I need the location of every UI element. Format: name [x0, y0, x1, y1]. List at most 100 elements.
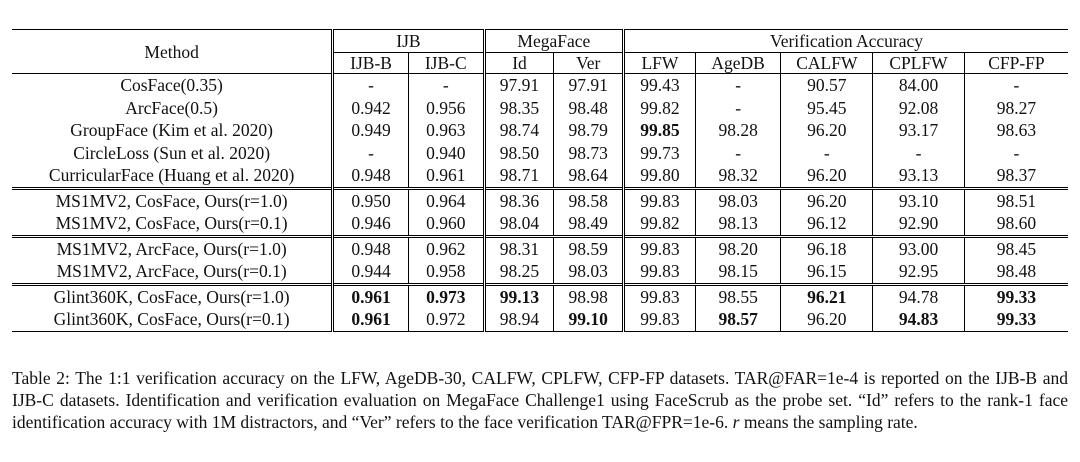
value-cell-cplfw: 84.00	[872, 73, 965, 97]
value-cell-cfp-fp: 98.63	[963, 119, 1068, 142]
header-row-columns: IJB-B IJB-C Id Ver LFW AgeDB CALFW CPLFW…	[12, 52, 1068, 74]
value-cell-cfp-fp: -	[963, 73, 1068, 97]
value-cell-cplfw: 93.00	[872, 234, 965, 260]
value-cell-id: 97.91	[482, 73, 554, 97]
value-cell-ijb-b: 0.948	[331, 234, 409, 260]
value-cell-ver: 98.48	[553, 96, 624, 119]
best-value: 94.83	[898, 309, 939, 330]
caption-label: Table 2:	[12, 368, 70, 388]
value-cell-agedb: 98.28	[694, 119, 781, 142]
value-cell-ijb-b: 0.944	[331, 260, 409, 284]
value-cell-cplfw: 94.78	[872, 282, 965, 308]
value-cell-ver: 99.10	[553, 308, 624, 332]
caption-text-part1: The 1:1 verification accuracy on the LFW…	[12, 368, 1068, 432]
value-cell-lfw: 99.80	[622, 164, 696, 188]
method-cell: GroupFace (Kim et al. 2020)	[70, 120, 273, 141]
value-cell-ijb-b: 0.948	[331, 164, 409, 188]
value-cell-agedb: 98.55	[694, 282, 781, 308]
value-cell-id: 98.50	[482, 141, 554, 164]
value-cell-ijb-c: 0.963	[407, 119, 485, 142]
header-row-groups: Method IJB MegaFace Verification Accurac…	[12, 29, 1068, 74]
value-cell-cfp-fp: 98.60	[963, 212, 1068, 236]
value-cell-lfw: 99.83	[622, 234, 696, 260]
header-col-lfw: LFW	[622, 52, 696, 74]
results-table: Method IJB MegaFace Verification Accurac…	[12, 29, 1068, 332]
value-cell-ver: 98.64	[553, 164, 624, 188]
best-value: 99.10	[568, 309, 608, 330]
value-cell-cplfw: 93.17	[872, 119, 965, 142]
value-cell-cplfw: 94.83	[872, 308, 965, 332]
value-cell-ver: 98.59	[553, 234, 624, 260]
table-section-3: MS1MV2, ArcFace, Ours(r=1.0) 0.948 0.962 98…	[12, 234, 1068, 284]
best-value: 96.21	[807, 286, 847, 307]
best-value: 99.85	[640, 120, 680, 141]
value-cell-ver: 98.49	[553, 212, 624, 236]
value-cell-ijb-c: 0.964	[407, 186, 485, 212]
value-cell-agedb: -	[694, 141, 781, 164]
value-cell-cplfw: 92.95	[872, 260, 965, 284]
header-col-ijb-c: IJB-C	[407, 52, 485, 74]
value-cell-id: 98.74	[482, 119, 554, 142]
table-caption: Table 2: The 1:1 verification accuracy o…	[12, 367, 1068, 433]
value-cell-cplfw: -	[872, 141, 965, 164]
header-group-ijb: IJB	[331, 29, 485, 53]
value-cell-ijb-c: 0.960	[407, 212, 485, 236]
table-section-2: MS1MV2, CosFace, Ours(r=1.0) 0.950 0.964 98…	[12, 186, 1068, 236]
value-cell-calfw: 95.45	[780, 96, 873, 119]
table-row: MS1MV2, CosFace, Ours(r=0.1) 0.946 0.960 98…	[12, 212, 1068, 236]
method-cell: Glint360K, CosFace, Ours(r=1.0)	[12, 282, 333, 308]
value-cell-lfw: 99.83	[622, 308, 696, 332]
method-cell: MS1MV2, ArcFace, Ours(r=1.0)	[12, 234, 333, 260]
header-col-cplfw: CPLFW	[872, 52, 965, 74]
table-row: MS1MV2, CosFace, Ours(r=1.0) 0.950 0.964 98…	[12, 186, 1068, 212]
value-cell-calfw: -	[780, 141, 873, 164]
value-cell-cfp-fp: 99.33	[963, 308, 1068, 332]
value-cell-ijb-b: 0.950	[331, 186, 409, 212]
value-cell-agedb: 98.15	[694, 260, 781, 284]
value-cell-id: 98.04	[482, 212, 554, 236]
value-cell-cplfw: 92.90	[872, 212, 965, 236]
header-col-id: Id	[482, 52, 554, 74]
value-cell-ijb-b: 0.946	[331, 212, 409, 236]
header-group-megaface: MegaFace	[482, 29, 624, 53]
caption-symbol-r: r	[732, 412, 740, 432]
value-cell-cplfw: 92.08	[872, 96, 965, 119]
table-section-1: CosFace(0.35) - -97.91 97.91 99.43-90.57 84.0…	[12, 73, 1068, 188]
value-cell-calfw: 96.20	[780, 186, 873, 212]
best-value: 98.57	[718, 309, 758, 330]
value-cell-lfw: 99.83	[622, 282, 696, 308]
best-value: 0.973	[426, 286, 466, 307]
value-cell-calfw: 96.12	[780, 212, 873, 236]
value-cell-calfw: 96.20	[780, 119, 873, 142]
value-cell-calfw: 96.20	[780, 308, 873, 332]
value-cell-id: 98.35	[482, 96, 554, 119]
value-cell-ver: 98.79	[553, 119, 624, 142]
value-cell-ver: 98.73	[553, 141, 624, 164]
value-cell-ijb-c: 0.961	[407, 164, 485, 188]
method-cell: MS1MV2, CosFace, Ours(r=0.1)	[55, 213, 288, 234]
best-value: 99.33	[996, 309, 1037, 330]
best-value: 0.961	[351, 286, 391, 307]
value-cell-ver: 97.91	[553, 73, 624, 97]
value-cell-id: 98.31	[482, 234, 554, 260]
best-value: 99.33	[996, 286, 1037, 307]
value-cell-lfw: 99.83	[622, 260, 696, 284]
value-cell-cfp-fp: -	[963, 141, 1068, 164]
value-cell-agedb: 98.20	[694, 234, 781, 260]
value-cell-cfp-fp: 98.45	[963, 234, 1068, 260]
value-cell-lfw: 99.43	[622, 73, 696, 97]
value-cell-calfw: 96.18	[780, 234, 873, 260]
value-cell-id: 98.71	[482, 164, 554, 188]
header-col-ijb-b: IJB-B	[331, 52, 409, 74]
method-cell: MS1MV2, ArcFace, Ours(r=0.1)	[56, 261, 287, 282]
value-cell-agedb: 98.57	[694, 308, 781, 332]
table-row: Glint360K, CosFace, Ours(r=1.0) 0.961 0.97…	[12, 282, 1068, 308]
value-cell-cplfw: 93.10	[872, 186, 965, 212]
method-cell: CurricularFace (Huang et al. 2020)	[48, 165, 295, 186]
value-cell-lfw: 99.82	[622, 212, 696, 236]
table-row: CircleLoss (Sun et al. 2020) -0.940 98.50 9…	[12, 141, 1068, 164]
table-row: CosFace(0.35) - -97.91 97.91 99.43-90.57 84.0…	[12, 73, 1068, 97]
value-cell-ver: 98.98	[553, 282, 624, 308]
header-method: Method	[12, 29, 333, 74]
table-row: CurricularFace (Huang et al. 2020) 0.948 0…	[12, 164, 1068, 188]
